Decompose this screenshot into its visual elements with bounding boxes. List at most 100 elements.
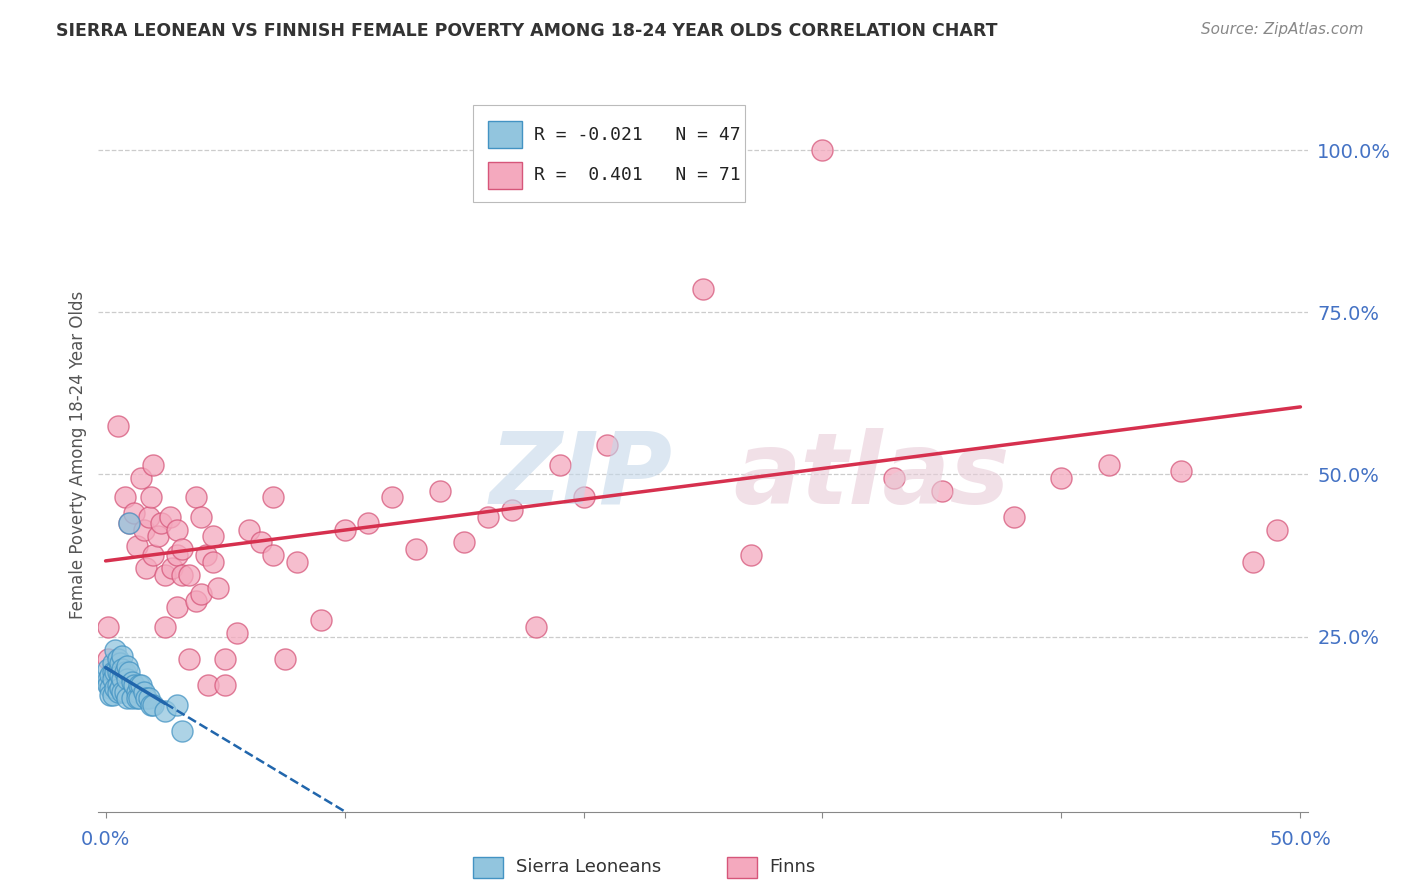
Point xyxy=(179,568,201,582)
Text: Sierra Leoneans: Sierra Leoneans xyxy=(516,858,661,876)
Point xyxy=(811,143,834,157)
Point xyxy=(135,691,157,706)
Point xyxy=(101,656,124,670)
Text: R = -0.021   N = 47: R = -0.021 N = 47 xyxy=(534,126,741,144)
Point xyxy=(644,143,666,157)
Point xyxy=(118,516,141,530)
Point xyxy=(250,535,273,549)
Point xyxy=(146,529,169,543)
FancyBboxPatch shape xyxy=(474,856,503,878)
FancyBboxPatch shape xyxy=(474,105,745,202)
FancyBboxPatch shape xyxy=(488,161,522,189)
Text: ZIP: ZIP xyxy=(489,428,673,524)
Point xyxy=(572,490,595,504)
Point xyxy=(101,672,124,686)
Point xyxy=(620,143,643,157)
Point xyxy=(118,516,141,530)
Point xyxy=(692,283,714,297)
Point xyxy=(142,549,165,563)
Text: 50.0%: 50.0% xyxy=(1270,830,1331,848)
Point xyxy=(1050,470,1073,484)
Point xyxy=(194,549,217,563)
Point xyxy=(98,688,121,702)
Point xyxy=(501,503,523,517)
Point xyxy=(111,648,134,663)
Text: Source: ZipAtlas.com: Source: ZipAtlas.com xyxy=(1201,22,1364,37)
Point xyxy=(108,656,131,670)
Point xyxy=(101,665,124,680)
Point xyxy=(548,458,571,472)
Point xyxy=(142,698,165,712)
Text: atlas: atlas xyxy=(734,428,1010,524)
Point xyxy=(98,681,121,696)
Point xyxy=(1170,464,1192,478)
Point xyxy=(97,652,120,666)
Point xyxy=(115,658,138,673)
Point xyxy=(170,723,193,738)
Point xyxy=(115,672,138,686)
Text: 0.0%: 0.0% xyxy=(82,830,131,848)
Point xyxy=(132,684,155,698)
Point xyxy=(135,561,157,575)
Point xyxy=(477,509,499,524)
FancyBboxPatch shape xyxy=(727,856,758,878)
Point xyxy=(132,523,155,537)
Point xyxy=(159,509,181,524)
Point xyxy=(107,652,129,666)
Point xyxy=(931,483,953,498)
Point xyxy=(162,561,184,575)
Point xyxy=(97,620,120,634)
Point xyxy=(125,539,148,553)
Point xyxy=(97,672,120,686)
Point xyxy=(142,458,165,472)
Point xyxy=(333,523,356,537)
Point xyxy=(197,678,219,692)
Point xyxy=(97,662,120,676)
Point xyxy=(104,642,127,657)
Point xyxy=(111,684,134,698)
Point xyxy=(405,541,427,556)
Text: Finns: Finns xyxy=(769,858,815,876)
Point xyxy=(1002,509,1025,524)
Point xyxy=(262,549,284,563)
Point xyxy=(1241,555,1264,569)
Point xyxy=(108,668,131,682)
Point xyxy=(104,665,127,680)
Point xyxy=(138,509,160,524)
Point xyxy=(101,688,124,702)
Point xyxy=(114,684,136,698)
Point xyxy=(155,568,177,582)
Point xyxy=(98,668,121,682)
Point xyxy=(111,672,134,686)
Point xyxy=(125,684,148,698)
Point xyxy=(238,523,260,537)
Point xyxy=(125,691,148,706)
Point xyxy=(524,620,547,634)
Point xyxy=(186,594,208,608)
Point xyxy=(139,490,162,504)
Point xyxy=(166,523,188,537)
Point xyxy=(1265,523,1288,537)
Point xyxy=(226,626,249,640)
Point xyxy=(190,509,212,524)
Point xyxy=(186,490,208,504)
Point xyxy=(285,555,308,569)
Point xyxy=(155,704,177,718)
Point xyxy=(131,678,153,692)
Point xyxy=(166,549,188,563)
Y-axis label: Female Poverty Among 18-24 Year Olds: Female Poverty Among 18-24 Year Olds xyxy=(69,291,87,619)
Point xyxy=(138,691,160,706)
Point xyxy=(149,516,172,530)
Point xyxy=(115,691,138,706)
Point xyxy=(107,684,129,698)
Point xyxy=(207,581,229,595)
Point xyxy=(131,470,153,484)
Point xyxy=(118,665,141,680)
Point xyxy=(309,613,332,627)
Point xyxy=(128,691,150,706)
Point xyxy=(740,549,762,563)
Point xyxy=(883,470,905,484)
Point xyxy=(107,665,129,680)
Point xyxy=(107,678,129,692)
Point xyxy=(114,490,136,504)
